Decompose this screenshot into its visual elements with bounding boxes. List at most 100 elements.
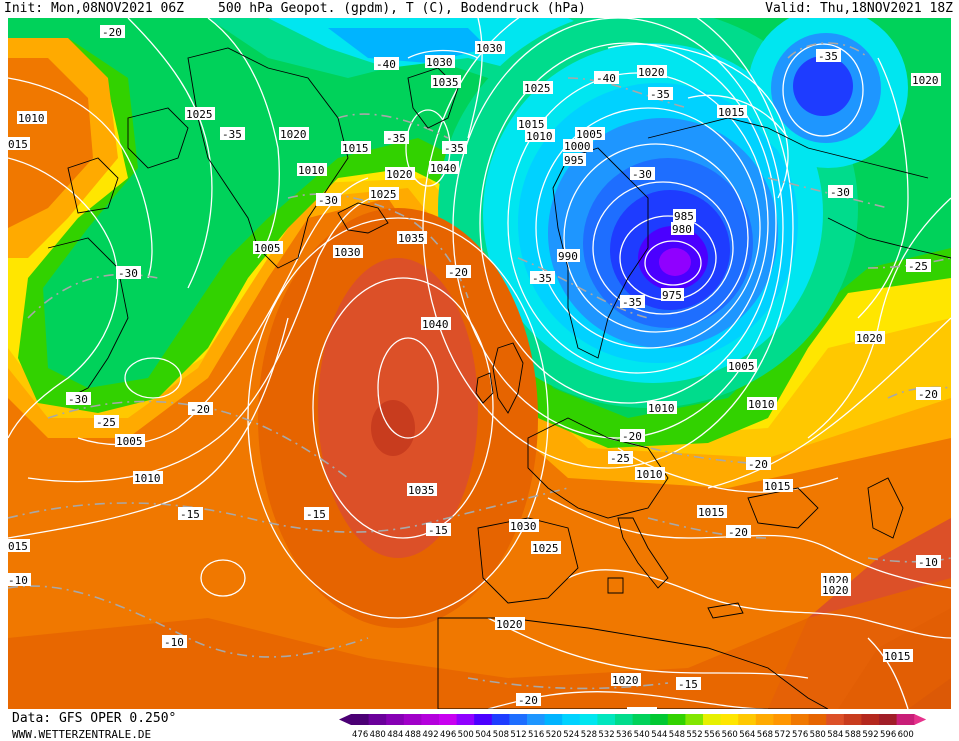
pressure-label-box (563, 153, 586, 166)
pressure-label-box (115, 434, 145, 447)
colorbar-tick-label: 596 (880, 730, 896, 740)
pressure-label-box (333, 245, 363, 258)
pressure-label-box (385, 167, 415, 180)
colorbar-swatch (491, 714, 510, 725)
temperature-label: -30 (632, 168, 652, 181)
colorbar-tick-label: 544 (651, 730, 667, 740)
pressure-label: 015 (8, 138, 28, 151)
temperature-label: -35 (622, 296, 642, 309)
colorbar-tick-label: 600 (898, 730, 914, 740)
colorbar-swatch (650, 714, 669, 725)
temperature-label: -40 (596, 72, 616, 85)
colorbar-tick-label: 488 (405, 730, 421, 740)
temperature-label-box (316, 193, 341, 206)
temperature-label-box (608, 451, 633, 464)
colorbar-tick-label: 508 (493, 730, 509, 740)
geopotential-south-band (8, 578, 951, 709)
colorbar-tick-label: 536 (616, 730, 632, 740)
temperature-label: -20 (728, 526, 748, 539)
colorbar-swatch (632, 714, 651, 725)
temperature-label: -10 (164, 636, 184, 649)
pressure-label-box (425, 55, 455, 68)
weather-map: 1030 1030 1035 1025 1020 1015 1010 1020 1025 1040… (8, 18, 951, 709)
temperature-label-box (620, 429, 645, 442)
pressure-label: 1020 (280, 128, 307, 141)
pressure-label-box (671, 222, 694, 235)
pressure-label: 1025 (524, 82, 551, 95)
temperature-label-box (676, 677, 701, 690)
pressure-label-box (253, 241, 283, 254)
temperature-label: -25 (96, 416, 116, 429)
temperature-label: -20 (622, 430, 642, 443)
pressure-label-box (661, 288, 684, 301)
colorbar-swatch (562, 714, 581, 725)
colorbar-tick-label: 496 (440, 730, 456, 740)
map-header: Init: Mon,08NOV2021 06Z Valid: Thu,18NOV… (0, 0, 959, 18)
temperature-label: -20 (190, 403, 210, 416)
colorbar-tick-label: 492 (422, 730, 438, 740)
colorbar-swatch (843, 714, 862, 725)
init-time-label: Init: Mon,08NOV2021 06Z (4, 1, 185, 16)
pressure-label-box (563, 139, 593, 152)
pressure-label: 1010 (526, 130, 553, 143)
pressure-label: 1020 (822, 584, 849, 597)
pressure-label: 1035 (432, 76, 459, 89)
pressure-label: 1020 (496, 618, 523, 631)
temperature-label-box (178, 507, 203, 520)
colorbar-swatch (826, 714, 845, 725)
pressure-label-box (525, 129, 555, 142)
pressure-label: 1015 (342, 142, 369, 155)
geopotential-low2-core (793, 56, 853, 116)
pressure-label-box (429, 161, 459, 174)
colorbar-tick-label: 592 (862, 730, 878, 740)
pressure-label-box (575, 127, 605, 140)
temperature-label: -20 (518, 694, 538, 707)
colorbar-swatch (667, 714, 686, 725)
pressure-label: 1015 (718, 106, 745, 119)
pressure-label-box (407, 483, 437, 496)
temperature-label-box (116, 266, 141, 279)
pressure-label-box (821, 583, 851, 596)
pressure-label: 975 (662, 289, 682, 302)
pressure-label-box (475, 41, 505, 54)
pressure-label-box (821, 573, 851, 586)
colorbar-swatch (351, 714, 370, 725)
pressure-label-box (17, 111, 47, 124)
colorbar-swatch (403, 714, 422, 725)
pressure-label: 1035 (398, 232, 425, 245)
colorbar-swatch (755, 714, 774, 725)
valid-time-label: Valid: Thu,18NOV2021 18Z (765, 1, 953, 16)
temperature-label-box (66, 392, 91, 405)
pressure-label: 1010 (748, 398, 775, 411)
temperature-label-box (916, 555, 941, 568)
pressure-label-box (279, 127, 309, 140)
pressure-label-box (747, 397, 777, 410)
colorbar-tick-label: 532 (598, 730, 614, 740)
colorbar-tick-label: 560 (722, 730, 738, 740)
pressure-label: 1020 (912, 74, 939, 87)
pressure-label: 980 (672, 223, 692, 236)
pressure-label-box (509, 519, 539, 532)
temperature-label: -35 (650, 88, 670, 101)
pressure-label-box (8, 137, 30, 150)
pressure-label: 015 (8, 540, 28, 553)
pressure-label-box (647, 401, 677, 414)
pressure-label-box (531, 541, 561, 554)
colorbar-tick-label: 584 (827, 730, 843, 740)
temperature-label: -15 (678, 678, 698, 691)
temperature-label: -25 (610, 452, 630, 465)
pressure-label: 1030 (426, 56, 453, 69)
pressure-label: 995 (564, 154, 584, 167)
colorbar-tick-label: 480 (370, 730, 386, 740)
pressure-label: 1025 (370, 188, 397, 201)
colorbar-tick-label: 564 (739, 730, 755, 740)
temperature-label: -15 (306, 508, 326, 521)
temperature-label-box (304, 507, 329, 520)
pressure-label-box (763, 479, 793, 492)
colorbar-left-arrow (339, 714, 351, 725)
temperature-label-box (816, 49, 841, 62)
pressure-label-box (297, 163, 327, 176)
colorbar-swatch (879, 714, 898, 725)
colorbar-swatch (579, 714, 598, 725)
temperature-label: -10 (918, 556, 938, 569)
